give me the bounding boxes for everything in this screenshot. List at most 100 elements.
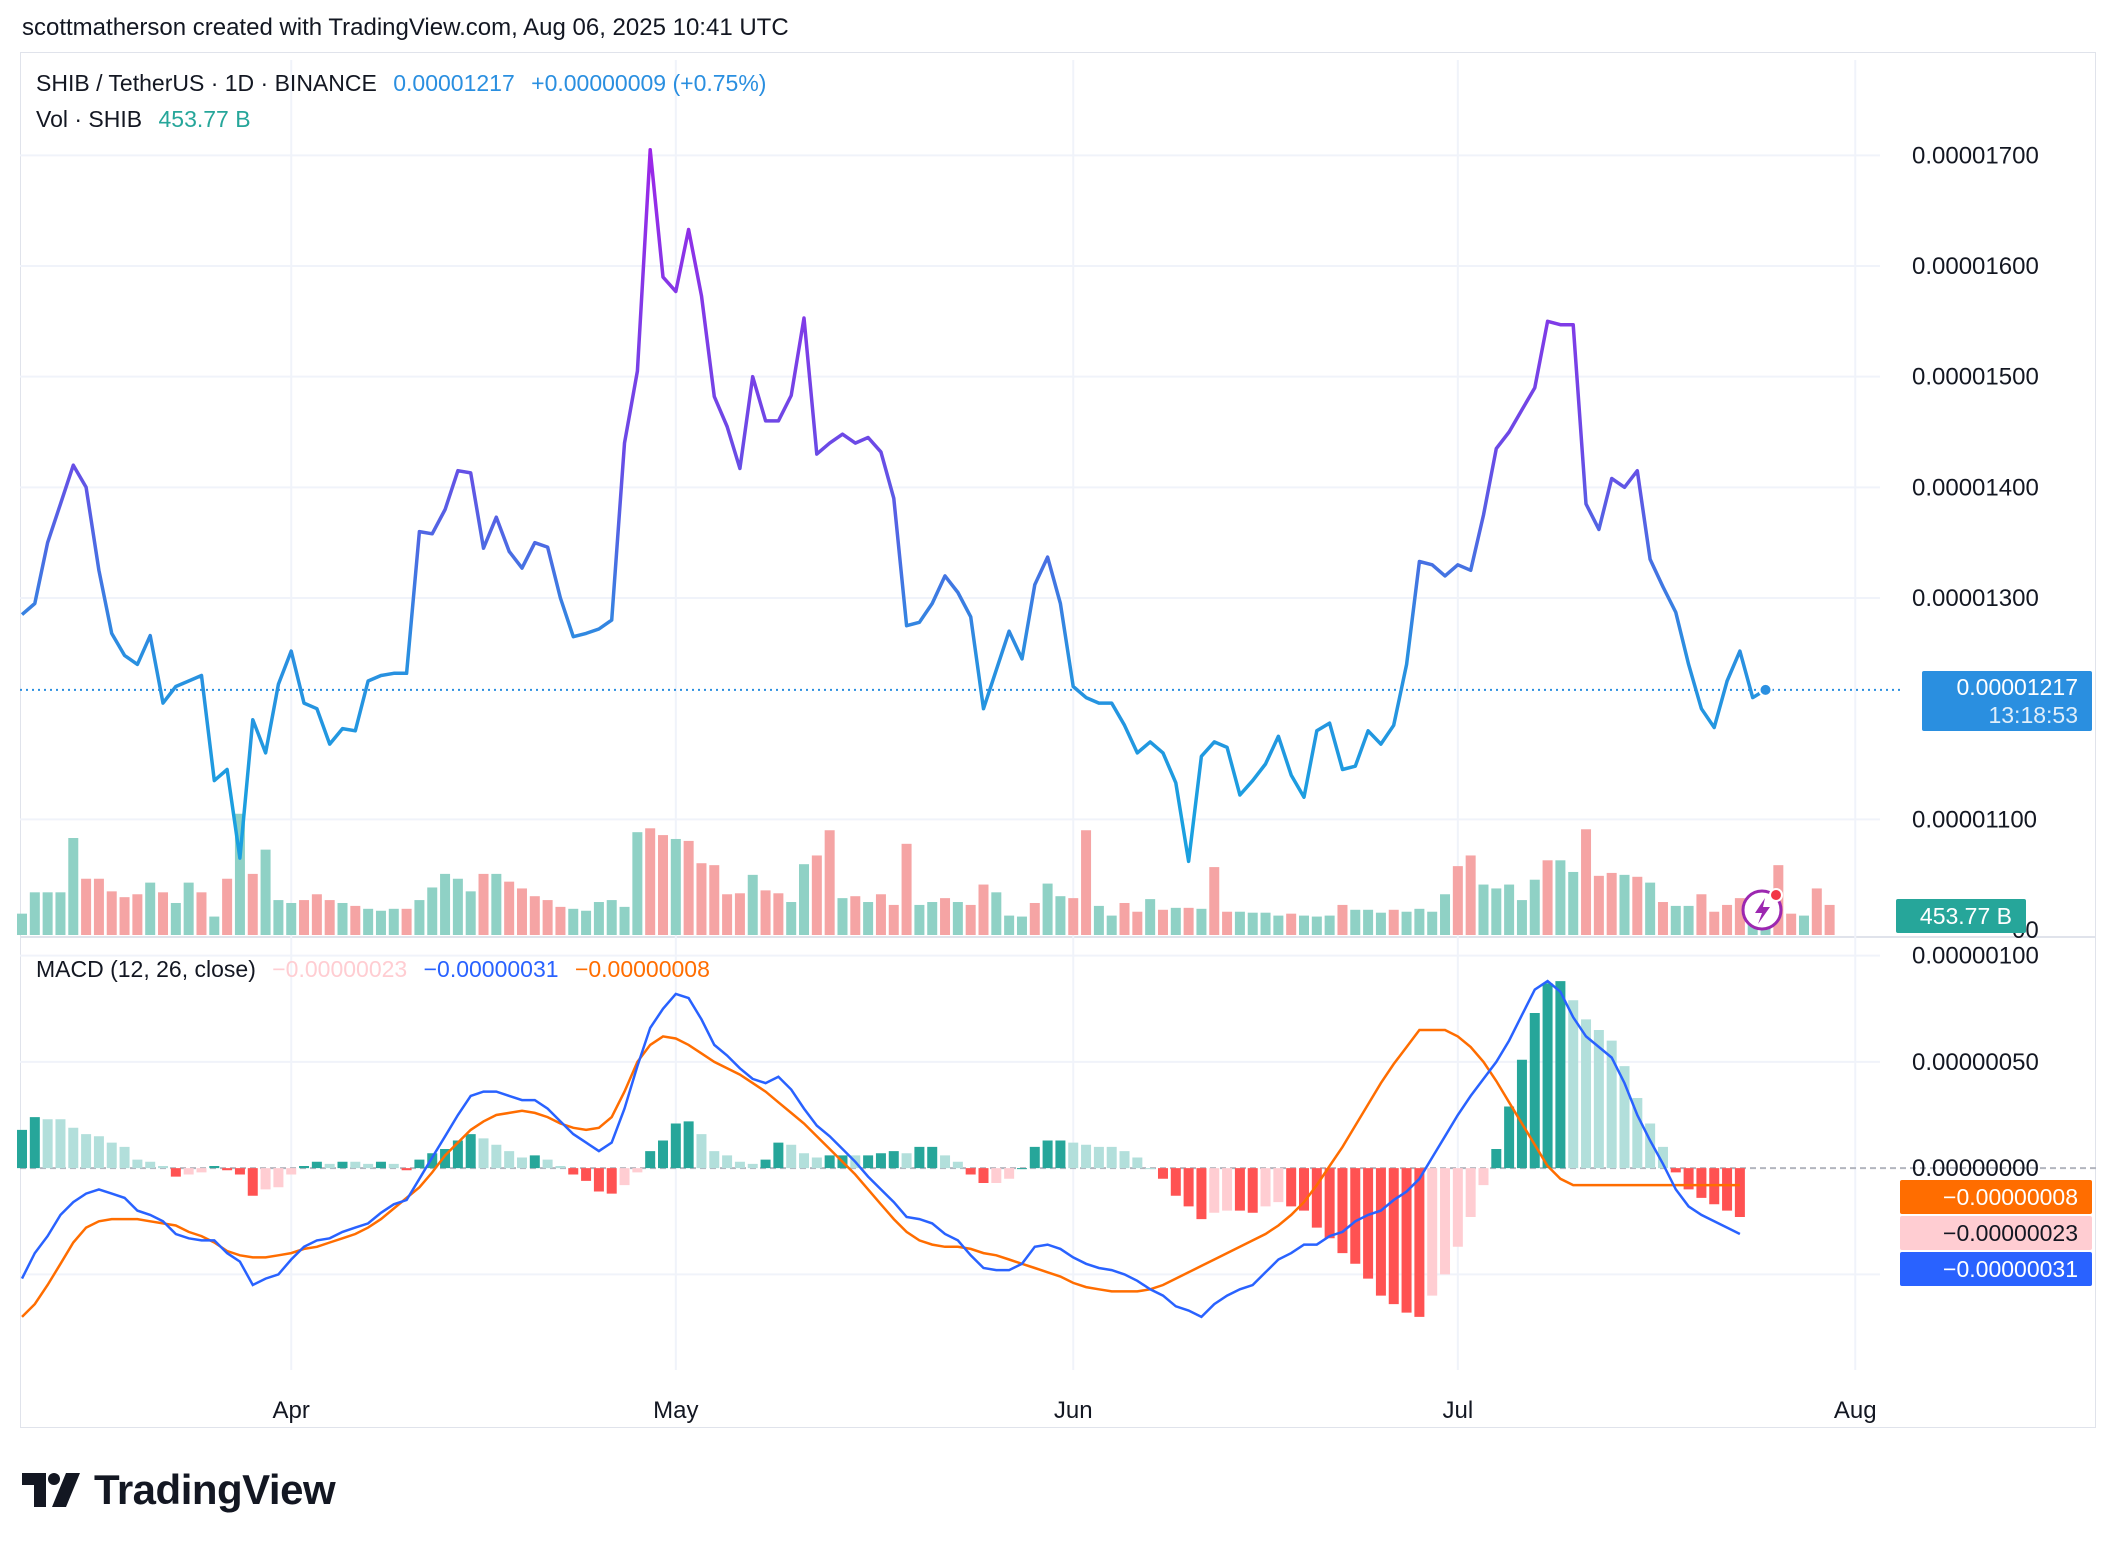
volume-bar bbox=[414, 900, 425, 935]
histogram-bar bbox=[927, 1146, 938, 1169]
volume-bar bbox=[978, 884, 989, 935]
volume-bar bbox=[1337, 904, 1348, 935]
histogram-bar bbox=[1696, 1168, 1707, 1198]
volume-bar bbox=[555, 906, 566, 935]
histogram-bar bbox=[183, 1168, 194, 1175]
histogram-bar bbox=[170, 1168, 181, 1177]
histogram-bar bbox=[401, 1168, 412, 1171]
symbol-label[interactable]: SHIB / TetherUS · 1D · BINANCE bbox=[36, 70, 377, 96]
histogram-bar bbox=[1414, 1168, 1425, 1317]
price-badge-value: 0.00001217 bbox=[1956, 674, 2078, 700]
volume-bar bbox=[658, 835, 668, 935]
volume-bar bbox=[914, 904, 925, 935]
price-badge: 0.00001217 13:18:53 bbox=[1922, 671, 2092, 731]
volume-bar bbox=[273, 900, 284, 935]
histogram-bar bbox=[1581, 1019, 1592, 1169]
price-change: +0.00000009 (+0.75%) bbox=[531, 70, 767, 96]
volume-bar bbox=[863, 902, 874, 935]
histogram-bar bbox=[683, 1121, 694, 1169]
volume-bar bbox=[1478, 884, 1489, 935]
volume-bar bbox=[760, 890, 771, 935]
histogram-bar bbox=[1273, 1168, 1284, 1203]
volume-bar bbox=[158, 892, 169, 935]
macd-label[interactable]: MACD (12, 26, close) bbox=[36, 956, 256, 982]
volume-label[interactable]: Vol · SHIB bbox=[36, 106, 143, 132]
volume-bar bbox=[1516, 900, 1527, 935]
volume-bar bbox=[645, 828, 656, 935]
histogram-bar bbox=[581, 1168, 592, 1181]
volume-badge: 453.77 B bbox=[1896, 899, 2026, 933]
tradingview-logo-icon bbox=[22, 1473, 80, 1507]
histogram-bar bbox=[991, 1168, 1002, 1183]
volume-bar bbox=[593, 902, 604, 935]
volume-bar bbox=[29, 892, 40, 935]
volume-bar bbox=[940, 898, 951, 935]
volume-bar bbox=[888, 904, 899, 935]
volume-bar bbox=[196, 892, 207, 935]
volume-bar bbox=[209, 916, 220, 935]
volume-bar bbox=[81, 878, 92, 935]
volume-bar bbox=[696, 863, 707, 935]
x-tick-label: Aug bbox=[1834, 1397, 1877, 1424]
histogram-bar bbox=[29, 1117, 40, 1169]
volume-bar bbox=[55, 892, 66, 935]
volume-bar bbox=[606, 900, 617, 935]
volume-bar bbox=[106, 891, 117, 935]
volume-bar bbox=[1491, 888, 1502, 935]
histogram-bar bbox=[658, 1140, 668, 1169]
histogram-bar bbox=[1645, 1123, 1656, 1169]
histogram-bar bbox=[1286, 1168, 1297, 1207]
histogram-bar bbox=[273, 1168, 284, 1188]
histogram-bar bbox=[1363, 1168, 1374, 1279]
histogram-bar bbox=[1606, 1040, 1617, 1169]
histogram-bar bbox=[1388, 1168, 1399, 1305]
histogram-bar bbox=[1555, 981, 1566, 1169]
histogram-bar bbox=[1247, 1168, 1258, 1213]
volume-bar bbox=[927, 902, 938, 935]
histogram-bar bbox=[978, 1168, 989, 1183]
volume-bar bbox=[991, 892, 1002, 935]
histogram-bar bbox=[81, 1134, 92, 1169]
histogram-bar bbox=[1119, 1151, 1130, 1169]
volume-bar bbox=[1209, 867, 1220, 935]
volume-bar bbox=[1619, 874, 1630, 935]
histogram-bar bbox=[875, 1153, 886, 1169]
volume-bar bbox=[1465, 855, 1476, 935]
histogram-bar bbox=[375, 1161, 386, 1169]
histogram-bar bbox=[1657, 1146, 1668, 1169]
x-tick-label: Jun bbox=[1054, 1397, 1093, 1424]
volume-bar bbox=[337, 902, 348, 935]
volume-bar bbox=[68, 838, 79, 935]
histogram-bar bbox=[491, 1144, 502, 1169]
volume-bar bbox=[1196, 908, 1207, 935]
histogram-bar bbox=[1093, 1146, 1104, 1169]
volume-bar bbox=[1581, 829, 1592, 935]
tradingview-logo[interactable]: TradingView bbox=[22, 1466, 336, 1514]
histogram-bar bbox=[1222, 1168, 1233, 1211]
histogram-bar bbox=[824, 1155, 835, 1169]
volume-bar bbox=[478, 873, 489, 935]
volume-bar bbox=[1414, 908, 1425, 935]
volume-bar bbox=[1645, 882, 1656, 935]
histogram-bar bbox=[670, 1123, 681, 1169]
histogram-bar bbox=[299, 1166, 310, 1169]
volume-bar bbox=[311, 894, 322, 935]
histogram-bar bbox=[1004, 1168, 1015, 1179]
macd-y-tick-label: 0.00000050 bbox=[1912, 1049, 2039, 1076]
macd-signal-value: −0.00000008 bbox=[574, 956, 710, 982]
histogram-bar bbox=[606, 1168, 617, 1194]
histogram-bar bbox=[286, 1168, 297, 1175]
histogram-bar bbox=[452, 1140, 463, 1169]
histogram-bar bbox=[1170, 1168, 1181, 1196]
histogram-bar bbox=[811, 1157, 822, 1169]
histogram-bar bbox=[863, 1155, 874, 1169]
histogram-bar bbox=[1337, 1168, 1348, 1254]
histogram-bar bbox=[1491, 1149, 1502, 1169]
histogram-bar bbox=[1375, 1168, 1386, 1296]
volume-bar bbox=[1696, 894, 1707, 935]
volume-bar bbox=[1004, 915, 1015, 935]
x-tick-label: Apr bbox=[273, 1397, 310, 1424]
histogram-bar bbox=[350, 1161, 361, 1169]
price-value: 0.00001217 bbox=[393, 70, 515, 96]
